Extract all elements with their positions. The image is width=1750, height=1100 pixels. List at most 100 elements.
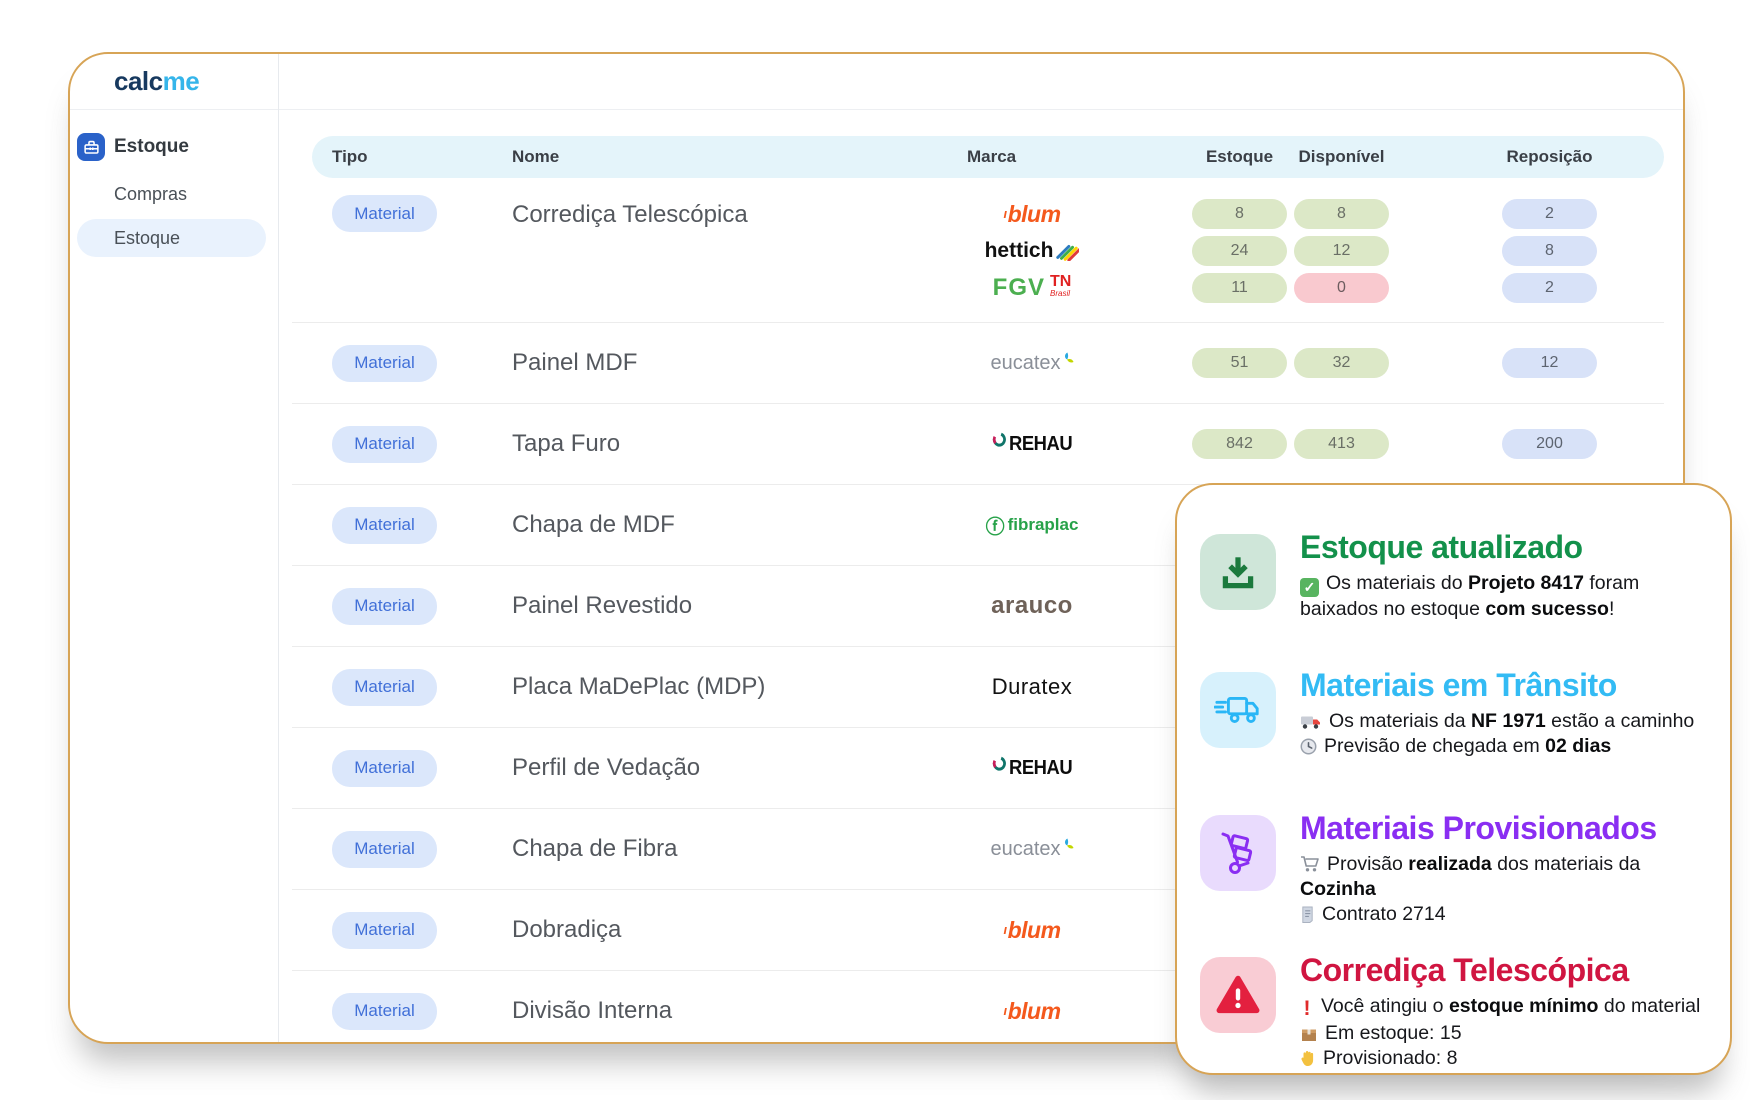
sidebar-section-label: Estoque: [114, 136, 189, 157]
notification-line: Provisionado: 8: [1300, 1046, 1712, 1071]
type-badge: Material: [332, 587, 437, 625]
reposicao-pill: 8: [1502, 236, 1597, 266]
brand-logo-blum: ıblum: [1003, 916, 1061, 943]
notification-line: ! Você atingiu o estoque mínimo do materi…: [1300, 994, 1712, 1021]
sidebar-item-estoque[interactable]: Estoque: [77, 219, 266, 257]
brand-logo-eucatex: eucatex: [990, 352, 1074, 375]
column-header-marca: Marca: [967, 147, 1017, 166]
reposicao-pill: 12: [1502, 348, 1597, 378]
row-divider: [292, 322, 1664, 323]
material-name: Painel MDF: [512, 349, 638, 376]
disponivel-pill: 413: [1294, 429, 1389, 459]
material-name: Perfil de Vedação: [512, 754, 701, 781]
column-header-reposicao: Reposição: [1506, 147, 1593, 166]
material-name: Placa MaDePlac (MDP): [512, 673, 766, 700]
notification-title: Materiais Provisionados: [1300, 810, 1657, 846]
brand-column: arauco: [967, 591, 1192, 621]
hand-truck-icon-badge: [1200, 815, 1276, 891]
estoque-pill: 11: [1192, 273, 1287, 303]
estoque-pill: 8: [1192, 199, 1287, 229]
sidebar-item-compras[interactable]: Compras: [114, 183, 188, 204]
type-badge: Material: [332, 749, 437, 787]
table-row[interactable]: Material Chapa de MDF ⓕ fibraplac: [312, 485, 1664, 565]
brand-logo-hettich: hettich: [985, 239, 1080, 263]
type-badge: Material: [332, 911, 437, 949]
brand-logo-eucatex: eucatex: [990, 838, 1074, 861]
notification-line: ✓ Os materiais do Projeto 8417 foram baix…: [1300, 572, 1640, 620]
column-header-estoque: Estoque: [1205, 147, 1274, 166]
notification-line: Provisão realizada dos materiais da Cozi…: [1300, 853, 1641, 900]
estoque-pill: 51: [1192, 348, 1287, 378]
brand-column: REHAU: [967, 429, 1192, 459]
sidebar-section-estoque[interactable]: Estoque: [70, 129, 278, 165]
column-header-tipo: Tipo: [332, 147, 368, 166]
notification-materiais-provisionados[interactable]: Materiais Provisionados Provisão realiza…: [1200, 810, 1712, 927]
brand-column: ıblum: [967, 915, 1192, 945]
notification-line: Em estoque: 15: [1300, 1021, 1712, 1046]
table-row[interactable]: Material Chapa de Fibra eucatex: [312, 809, 1664, 889]
table-row[interactable]: Material Painel Revestido arauco: [312, 566, 1664, 646]
type-badge: Material: [332, 830, 437, 868]
notification-line: Contrato 2714: [1300, 902, 1712, 927]
notification-materiais-em-transito[interactable]: Materiais em Trânsito Os materiais da NF…: [1200, 667, 1712, 759]
brand-column: ⓕ fibraplac: [967, 510, 1192, 540]
notification-corredica-telescopica[interactable]: Corrediça Telescópica ! Você atingiu o es…: [1200, 952, 1712, 1071]
type-badge: Material: [332, 506, 437, 544]
row-divider: [292, 970, 1664, 971]
material-name: Dobradiça: [512, 916, 622, 943]
type-badge: Material: [332, 344, 437, 382]
logo-text-calc: calc: [114, 66, 163, 96]
notification-line: Os materiais da NF 1971 estão a caminho: [1300, 709, 1712, 734]
brand-logo-duratex: Duratex: [991, 674, 1073, 699]
notification-line: Previsão de chegada em 02 dias: [1300, 734, 1712, 759]
download-icon-badge: [1200, 534, 1276, 610]
table-header: Tipo Nome Marca Estoque Disponível Repos…: [312, 136, 1664, 178]
column-header-nome: Nome: [512, 147, 560, 166]
notifications-panel: Estoque atualizado ✓ Os materiais do Proj…: [1175, 483, 1732, 1075]
row-divider: [292, 646, 1664, 647]
type-badge: Material: [332, 992, 437, 1030]
box-emoji-icon: [1300, 1026, 1318, 1042]
brand-logo-blum: ıblum: [1003, 997, 1061, 1024]
disponivel-pill: 32: [1294, 348, 1389, 378]
notification-estoque-atualizado[interactable]: Estoque atualizado ✓ Os materiais do Proj…: [1200, 529, 1712, 622]
brand-column: REHAU: [967, 753, 1192, 783]
truck-emoji-icon: [1300, 713, 1322, 730]
sidebar-nav: Estoque Compras Estoque: [70, 110, 278, 257]
notification-title: Estoque atualizado: [1300, 529, 1583, 565]
table-row[interactable]: Material Perfil de Vedação REHAU: [312, 728, 1664, 808]
warning-triangle-icon: [1216, 975, 1260, 1014]
app-logo[interactable]: calcme: [114, 66, 200, 97]
table-row[interactable]: Material Painel MDF eucatex 51 32 12: [312, 323, 1664, 403]
table-row[interactable]: Material Corrediça Telescópica ıblum hett…: [312, 178, 1664, 322]
disponivel-pill: 0: [1294, 273, 1389, 303]
brand-logo-fgv-tn: FGV TN Brasil: [992, 273, 1072, 302]
row-divider: [292, 808, 1664, 809]
table-row[interactable]: Material Tapa Furo REHAU 842 413 200: [312, 404, 1664, 484]
row-divider: [292, 565, 1664, 566]
type-badge: Material: [332, 195, 437, 232]
warning-icon-badge: [1200, 957, 1276, 1033]
reposicao-pill: 2: [1502, 273, 1597, 303]
truck-icon-badge: [1200, 672, 1276, 748]
sidebar-items: Compras Estoque: [70, 179, 278, 257]
hand-truck-icon: [1221, 832, 1253, 874]
receipt-emoji-icon: [1300, 906, 1315, 923]
table-row[interactable]: Material Placa MaDePlac (MDP) Duratex: [312, 647, 1664, 727]
material-name: Corrediça Telescópica: [512, 201, 748, 228]
table-row[interactable]: Material Divisão Interna ıblum: [312, 971, 1664, 1042]
table-row[interactable]: Material Dobradiça ıblum: [312, 890, 1664, 970]
brand-logo-blum: ıblum: [1003, 200, 1061, 227]
check-emoji-icon: ✓: [1300, 578, 1319, 597]
brand-column: ıblum: [967, 996, 1192, 1026]
notification-title: Corrediça Telescópica: [1300, 952, 1629, 988]
table-body: Material Corrediça Telescópica ıblum hett…: [292, 178, 1664, 1042]
exclamation-emoji-icon: !: [1303, 997, 1311, 1020]
reposicao-pill: 200: [1502, 429, 1597, 459]
row-divider: [292, 727, 1664, 728]
sidebar: calcme Estoque Compras Estoque: [70, 54, 279, 1042]
reposicao-pill: 2: [1502, 199, 1597, 229]
clock-emoji-icon: [1300, 738, 1317, 755]
brand-logo-arauco: arauco: [991, 592, 1073, 619]
logo-text-me: me: [162, 66, 200, 96]
